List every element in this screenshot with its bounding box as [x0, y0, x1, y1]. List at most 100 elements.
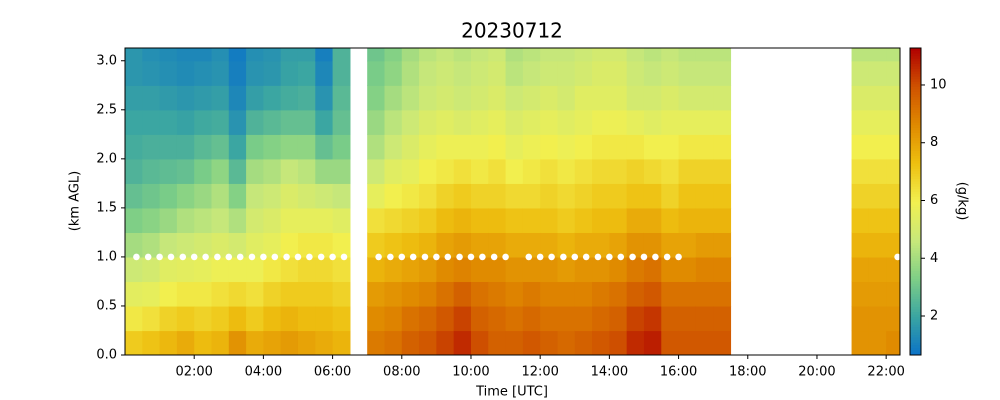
colorbar-swatch — [910, 216, 921, 220]
heat-cell — [436, 305, 455, 332]
heat-cell — [297, 330, 316, 355]
colorbar-swatch — [910, 296, 921, 300]
heat-cell — [246, 232, 264, 258]
heat-cell — [453, 330, 472, 355]
heat-cell — [540, 134, 559, 160]
heat-cell — [280, 60, 299, 86]
heat-cell — [419, 256, 437, 283]
heat-cell — [488, 158, 507, 184]
heat-cell — [384, 183, 403, 209]
heat-cell — [678, 109, 697, 135]
heat-cell — [626, 232, 645, 258]
heat-cell — [246, 48, 264, 62]
heat-cell — [574, 134, 593, 160]
colorbar-swatch — [910, 111, 921, 116]
heat-cell — [419, 134, 437, 160]
colorbar-swatch — [910, 71, 921, 75]
heat-cell — [142, 232, 161, 258]
colorbar-swatch — [910, 132, 921, 136]
heat-cell — [297, 232, 316, 258]
heat-cell — [695, 60, 714, 86]
colorbar-swatch — [910, 163, 921, 167]
heat-cell — [643, 207, 662, 233]
heat-cell — [194, 207, 213, 233]
x-tick-label: 16:00 — [660, 365, 697, 380]
heat-cell — [176, 85, 195, 111]
point — [283, 253, 290, 261]
colorbar-swatch — [910, 344, 921, 348]
point — [675, 253, 682, 261]
heat-cell — [713, 281, 732, 307]
heat-cell — [332, 281, 351, 307]
colorbar-swatch — [910, 204, 921, 208]
heat-cell — [228, 60, 247, 86]
heat-cell — [626, 305, 645, 332]
heat-cell — [142, 60, 161, 86]
heat-cell — [125, 48, 143, 62]
heat-cell — [695, 330, 714, 355]
colorbar-swatch — [910, 268, 921, 272]
heat-cell — [125, 256, 143, 283]
heat-cell — [280, 183, 299, 209]
point — [433, 253, 440, 261]
heat-cell — [332, 134, 351, 160]
colorbar-swatch — [910, 99, 921, 103]
heat-cell — [263, 330, 282, 355]
heat-cell — [886, 134, 900, 160]
heat-cell — [592, 330, 610, 355]
heat-cell — [505, 207, 524, 233]
heat-cell — [470, 85, 489, 111]
colorbar-swatch — [910, 232, 921, 236]
heat-cell — [678, 281, 697, 307]
heat-cell — [592, 256, 610, 283]
heat-cell — [643, 134, 662, 160]
heat-cell — [886, 48, 900, 62]
heat-cell — [176, 330, 195, 355]
point — [606, 253, 613, 261]
heat-cell — [263, 134, 282, 160]
heat-cell — [695, 305, 714, 332]
heat-cell — [297, 60, 316, 86]
point — [640, 253, 648, 261]
heat-cell — [886, 109, 900, 135]
heat-cell — [609, 85, 628, 111]
heat-cell — [419, 85, 437, 111]
heat-cell — [176, 109, 195, 135]
point — [294, 253, 302, 261]
point — [525, 253, 533, 261]
point — [571, 253, 579, 261]
heat-cell — [470, 330, 489, 355]
heat-cell — [176, 281, 195, 307]
heat-cell — [228, 134, 247, 160]
point — [156, 253, 163, 261]
heat-cell — [488, 183, 507, 209]
colorbar-tick-label: 6 — [930, 193, 938, 208]
heat-cell — [384, 232, 403, 258]
heat-cell — [851, 256, 870, 283]
y-tick-label: 2.0 — [96, 151, 117, 166]
heat-cell — [557, 183, 576, 209]
heat-cell — [574, 330, 593, 355]
heat-cell — [695, 183, 714, 209]
heat-cell — [176, 48, 195, 62]
heat-cell — [315, 183, 334, 209]
heat-cell — [315, 281, 334, 307]
heat-cell — [488, 207, 507, 233]
heat-cell — [540, 330, 559, 355]
heat-cell — [384, 305, 403, 332]
heat-cell — [592, 305, 610, 332]
colorbar-swatch — [910, 178, 921, 182]
colorbar-swatch — [910, 160, 921, 164]
heat-cell — [332, 109, 351, 135]
colorbar-swatch — [910, 337, 921, 341]
colorbar-swatch — [910, 114, 921, 118]
colorbar-swatch — [910, 303, 921, 307]
heat-cell — [125, 109, 143, 135]
colorbar-swatch — [910, 168, 921, 172]
colorbar-swatch — [910, 91, 921, 95]
colorbar-swatch — [910, 239, 921, 243]
heat-cell — [851, 134, 870, 160]
heat-cell — [540, 183, 559, 209]
heat-cell — [868, 207, 887, 233]
heat-cell — [661, 48, 680, 62]
